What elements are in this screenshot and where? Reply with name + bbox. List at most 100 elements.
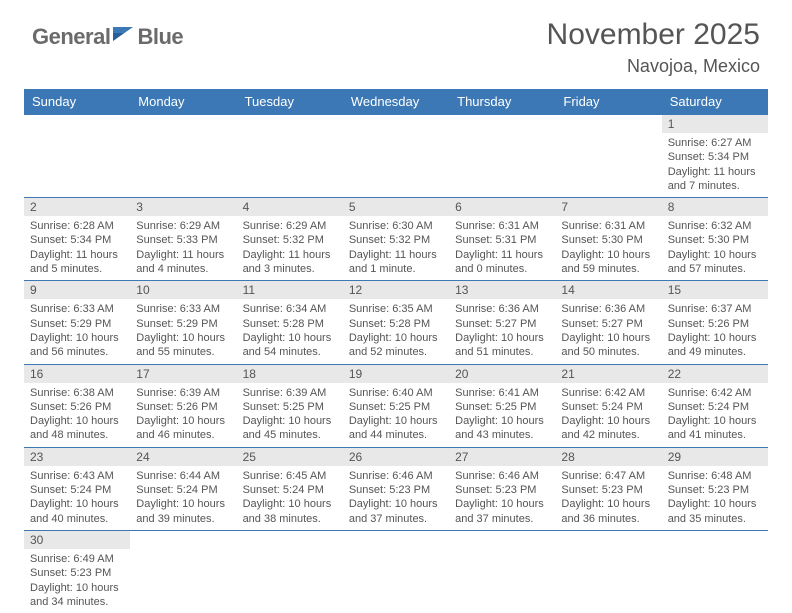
sunset-text: Sunset: 5:24 PM <box>668 400 762 414</box>
sunrise-text: Sunrise: 6:33 AM <box>30 302 124 316</box>
day-details: Sunrise: 6:33 AMSunset: 5:29 PMDaylight:… <box>130 299 236 363</box>
day-cell <box>237 115 343 198</box>
day-number: 21 <box>555 365 661 383</box>
daylight-text: Daylight: 10 hours and 37 minutes. <box>455 497 549 526</box>
sunrise-text: Sunrise: 6:44 AM <box>136 469 230 483</box>
day-details: Sunrise: 6:29 AMSunset: 5:33 PMDaylight:… <box>130 216 236 280</box>
day-details: Sunrise: 6:49 AMSunset: 5:23 PMDaylight:… <box>24 549 130 613</box>
flag-icon <box>113 27 135 48</box>
daylight-text: Daylight: 10 hours and 50 minutes. <box>561 331 655 360</box>
day-number: 24 <box>130 448 236 466</box>
day-cell: 2 Sunrise: 6:28 AMSunset: 5:34 PMDaylight… <box>24 198 130 281</box>
day-cell <box>449 530 555 613</box>
day-number: 9 <box>24 281 130 299</box>
day-details: Sunrise: 6:34 AMSunset: 5:28 PMDaylight:… <box>237 299 343 363</box>
day-details: Sunrise: 6:46 AMSunset: 5:23 PMDaylight:… <box>449 466 555 530</box>
weekday-header: Saturday <box>662 89 768 115</box>
day-cell: 21Sunrise: 6:42 AMSunset: 5:24 PMDayligh… <box>555 364 661 447</box>
day-details: Sunrise: 6:41 AMSunset: 5:25 PMDaylight:… <box>449 383 555 447</box>
day-cell: 11Sunrise: 6:34 AMSunset: 5:28 PMDayligh… <box>237 281 343 364</box>
sunset-text: Sunset: 5:32 PM <box>243 233 337 247</box>
sunrise-text: Sunrise: 6:42 AM <box>561 386 655 400</box>
day-details: Sunrise: 6:32 AMSunset: 5:30 PMDaylight:… <box>662 216 768 280</box>
sunset-text: Sunset: 5:34 PM <box>30 233 124 247</box>
daylight-text: Daylight: 10 hours and 56 minutes. <box>30 331 124 360</box>
day-cell: 19Sunrise: 6:40 AMSunset: 5:25 PMDayligh… <box>343 364 449 447</box>
day-number: 15 <box>662 281 768 299</box>
day-cell: 17Sunrise: 6:39 AMSunset: 5:26 PMDayligh… <box>130 364 236 447</box>
daylight-text: Daylight: 10 hours and 59 minutes. <box>561 248 655 277</box>
sunset-text: Sunset: 5:25 PM <box>243 400 337 414</box>
sunrise-text: Sunrise: 6:42 AM <box>668 386 762 400</box>
sunset-text: Sunset: 5:26 PM <box>136 400 230 414</box>
day-number: 1 <box>662 115 768 133</box>
daylight-text: Daylight: 10 hours and 38 minutes. <box>243 497 337 526</box>
location: Navojoa, Mexico <box>547 56 760 77</box>
week-row: 1Sunrise: 6:27 AMSunset: 5:34 PMDaylight… <box>24 115 768 198</box>
week-row: 23Sunrise: 6:43 AMSunset: 5:24 PMDayligh… <box>24 447 768 530</box>
daylight-text: Daylight: 10 hours and 42 minutes. <box>561 414 655 443</box>
day-cell <box>343 115 449 198</box>
day-number: 22 <box>662 365 768 383</box>
day-cell: 10Sunrise: 6:33 AMSunset: 5:29 PMDayligh… <box>130 281 236 364</box>
day-number: 5 <box>343 198 449 216</box>
day-cell: 4Sunrise: 6:29 AMSunset: 5:32 PMDaylight… <box>237 198 343 281</box>
day-details: Sunrise: 6:35 AMSunset: 5:28 PMDaylight:… <box>343 299 449 363</box>
day-cell: 8Sunrise: 6:32 AMSunset: 5:30 PMDaylight… <box>662 198 768 281</box>
day-cell: 28Sunrise: 6:47 AMSunset: 5:23 PMDayligh… <box>555 447 661 530</box>
sunrise-text: Sunrise: 6:39 AM <box>136 386 230 400</box>
sunrise-text: Sunrise: 6:43 AM <box>30 469 124 483</box>
daylight-text: Daylight: 11 hours and 5 minutes. <box>30 248 124 277</box>
sunset-text: Sunset: 5:24 PM <box>561 400 655 414</box>
sunset-text: Sunset: 5:30 PM <box>668 233 762 247</box>
day-number: 11 <box>237 281 343 299</box>
sunrise-text: Sunrise: 6:46 AM <box>455 469 549 483</box>
day-details: Sunrise: 6:37 AMSunset: 5:26 PMDaylight:… <box>662 299 768 363</box>
day-number: 13 <box>449 281 555 299</box>
sunset-text: Sunset: 5:24 PM <box>136 483 230 497</box>
day-number: 19 <box>343 365 449 383</box>
sunrise-text: Sunrise: 6:28 AM <box>30 219 124 233</box>
sunset-text: Sunset: 5:31 PM <box>455 233 549 247</box>
day-number: 3 <box>130 198 236 216</box>
sunset-text: Sunset: 5:30 PM <box>561 233 655 247</box>
day-details: Sunrise: 6:40 AMSunset: 5:25 PMDaylight:… <box>343 383 449 447</box>
day-cell <box>555 530 661 613</box>
calendar-body: 1Sunrise: 6:27 AMSunset: 5:34 PMDaylight… <box>24 115 768 613</box>
day-details: Sunrise: 6:47 AMSunset: 5:23 PMDaylight:… <box>555 466 661 530</box>
day-cell <box>130 115 236 198</box>
day-number: 20 <box>449 365 555 383</box>
day-number: 28 <box>555 448 661 466</box>
day-cell: 20Sunrise: 6:41 AMSunset: 5:25 PMDayligh… <box>449 364 555 447</box>
sunset-text: Sunset: 5:28 PM <box>243 317 337 331</box>
day-number: 2 <box>24 198 130 216</box>
sunrise-text: Sunrise: 6:41 AM <box>455 386 549 400</box>
day-cell: 7Sunrise: 6:31 AMSunset: 5:30 PMDaylight… <box>555 198 661 281</box>
day-number: 10 <box>130 281 236 299</box>
sunset-text: Sunset: 5:27 PM <box>455 317 549 331</box>
day-cell <box>343 530 449 613</box>
week-row: 30Sunrise: 6:49 AMSunset: 5:23 PMDayligh… <box>24 530 768 613</box>
calendar-head: SundayMondayTuesdayWednesdayThursdayFrid… <box>24 89 768 115</box>
day-cell: 12Sunrise: 6:35 AMSunset: 5:28 PMDayligh… <box>343 281 449 364</box>
sunset-text: Sunset: 5:29 PM <box>30 317 124 331</box>
sunset-text: Sunset: 5:24 PM <box>243 483 337 497</box>
day-cell: 30Sunrise: 6:49 AMSunset: 5:23 PMDayligh… <box>24 530 130 613</box>
sunset-text: Sunset: 5:23 PM <box>349 483 443 497</box>
day-cell: 16Sunrise: 6:38 AMSunset: 5:26 PMDayligh… <box>24 364 130 447</box>
day-details: Sunrise: 6:48 AMSunset: 5:23 PMDaylight:… <box>662 466 768 530</box>
day-details: Sunrise: 6:42 AMSunset: 5:24 PMDaylight:… <box>555 383 661 447</box>
sunrise-text: Sunrise: 6:38 AM <box>30 386 124 400</box>
day-number: 6 <box>449 198 555 216</box>
day-number: 14 <box>555 281 661 299</box>
day-cell: 22Sunrise: 6:42 AMSunset: 5:24 PMDayligh… <box>662 364 768 447</box>
day-details: Sunrise: 6:44 AMSunset: 5:24 PMDaylight:… <box>130 466 236 530</box>
daylight-text: Daylight: 10 hours and 35 minutes. <box>668 497 762 526</box>
daylight-text: Daylight: 10 hours and 36 minutes. <box>561 497 655 526</box>
weekday-header: Thursday <box>449 89 555 115</box>
day-details: Sunrise: 6:46 AMSunset: 5:23 PMDaylight:… <box>343 466 449 530</box>
week-row: 2Sunrise: 6:28 AMSunset: 5:34 PMDaylight… <box>24 198 768 281</box>
day-number: 12 <box>343 281 449 299</box>
sunrise-text: Sunrise: 6:32 AM <box>668 219 762 233</box>
sunrise-text: Sunrise: 6:30 AM <box>349 219 443 233</box>
